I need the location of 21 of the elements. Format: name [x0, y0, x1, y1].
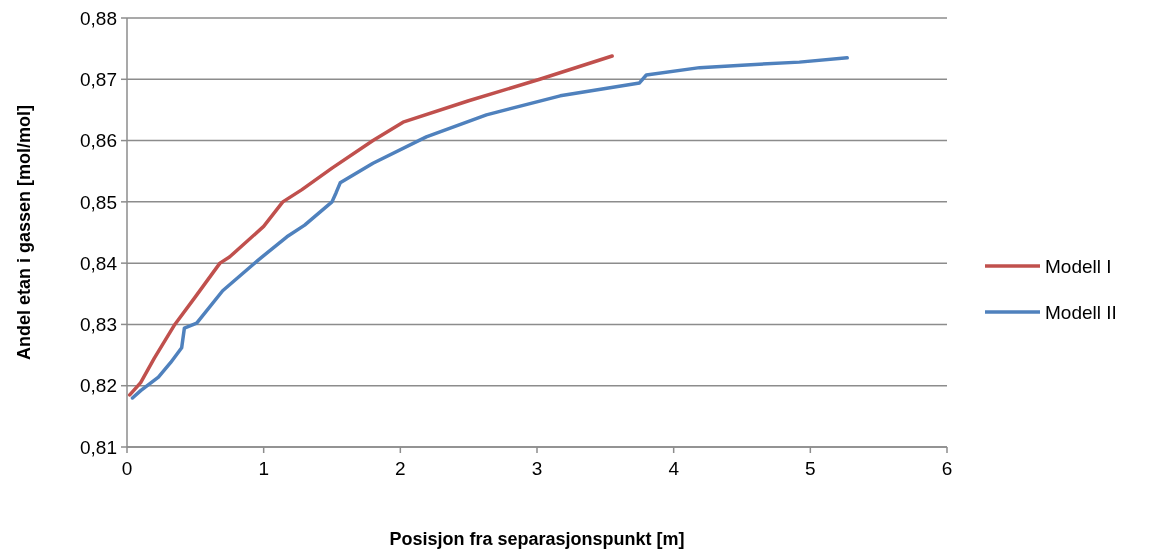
y-tick-label: 0,88	[80, 7, 117, 29]
x-axis-title: Posisjon fra separasjonspunkt [m]	[389, 529, 685, 549]
line-series	[130, 56, 849, 400]
y-axis-title: Andel etan i gassen [mol/mol]	[14, 104, 34, 361]
y-tick-label: 0,82	[80, 375, 117, 397]
x-tick-label: 6	[941, 458, 953, 479]
y-tick-label: 0,84	[80, 252, 118, 274]
x-tick-label: 1	[258, 458, 269, 479]
x-tick-label: 4	[668, 458, 680, 479]
legend-label: Modell I	[1045, 255, 1112, 277]
y-tick-label: 0,87	[80, 68, 117, 90]
y-tick-label: 0,83	[80, 314, 117, 336]
legend-label: Modell II	[1045, 301, 1117, 323]
y-tick-label: 0,86	[80, 130, 117, 152]
x-tick-label: 5	[805, 458, 816, 479]
line-series	[127, 54, 614, 397]
y-tick-label: 0,85	[80, 191, 117, 213]
x-tick-label: 0	[121, 458, 133, 479]
x-tick-label: 3	[531, 458, 543, 479]
y-tick-label: 0,81	[80, 436, 117, 458]
x-tick-label: 2	[395, 458, 406, 479]
